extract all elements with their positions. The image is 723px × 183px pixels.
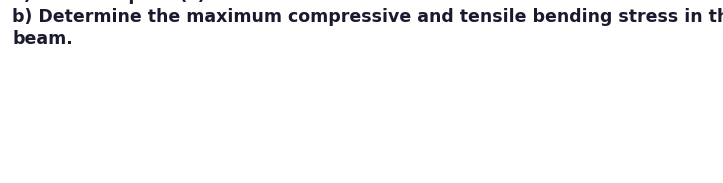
Text: a) At which point(s) of the cross-section the normal stress is zero?: a) At which point(s) of the cross-sectio…	[12, 0, 666, 5]
Text: b) Determine the maximum compressive and tensile bending stress in the: b) Determine the maximum compressive and…	[12, 8, 723, 27]
Text: beam.: beam.	[12, 30, 73, 48]
